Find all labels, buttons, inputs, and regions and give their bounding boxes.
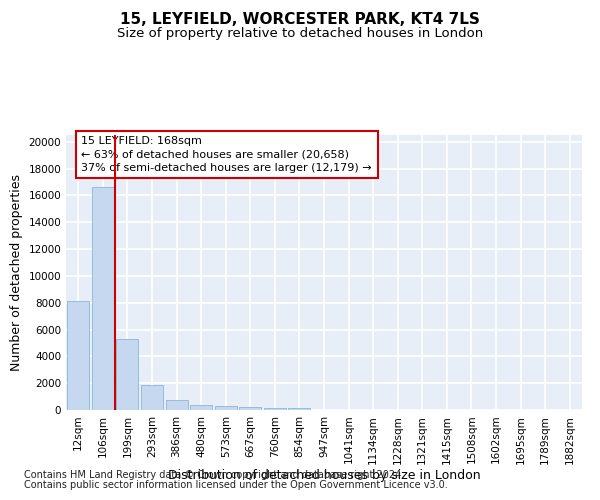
Text: Contains HM Land Registry data © Crown copyright and database right 2024.: Contains HM Land Registry data © Crown c… xyxy=(24,470,404,480)
Bar xyxy=(239,408,262,410)
Text: 15, LEYFIELD, WORCESTER PARK, KT4 7LS: 15, LEYFIELD, WORCESTER PARK, KT4 7LS xyxy=(120,12,480,28)
Bar xyxy=(67,302,89,410)
Bar xyxy=(92,188,114,410)
Bar xyxy=(141,385,163,410)
Bar xyxy=(215,406,237,410)
Bar xyxy=(264,408,286,410)
Bar xyxy=(289,408,310,410)
X-axis label: Distribution of detached houses by size in London: Distribution of detached houses by size … xyxy=(167,469,481,482)
Y-axis label: Number of detached properties: Number of detached properties xyxy=(10,174,23,371)
Text: 15 LEYFIELD: 168sqm
← 63% of detached houses are smaller (20,658)
37% of semi-de: 15 LEYFIELD: 168sqm ← 63% of detached ho… xyxy=(82,136,372,173)
Text: Contains public sector information licensed under the Open Government Licence v3: Contains public sector information licen… xyxy=(24,480,448,490)
Text: Size of property relative to detached houses in London: Size of property relative to detached ho… xyxy=(117,28,483,40)
Bar xyxy=(166,400,188,410)
Bar xyxy=(116,339,139,410)
Bar xyxy=(190,406,212,410)
